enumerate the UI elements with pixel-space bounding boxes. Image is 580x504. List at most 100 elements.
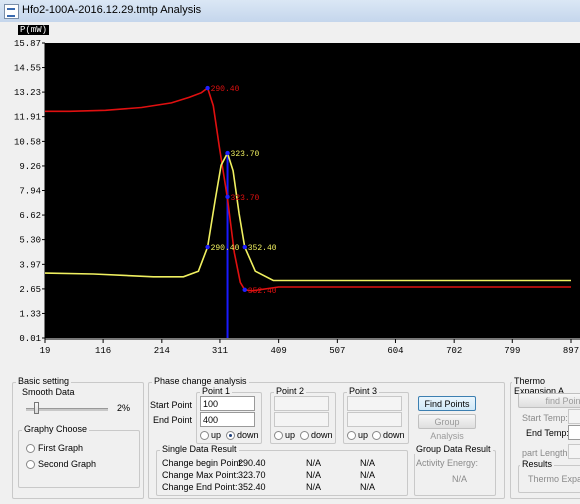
point2-down-radio[interactable]	[300, 431, 309, 440]
point1-title: Point 1	[200, 386, 233, 396]
result-point2-value: N/A	[306, 482, 322, 492]
point2-up-label: up	[285, 430, 296, 440]
marker-label: 290.40	[211, 85, 240, 94]
y-tick-label: 1.33	[19, 309, 41, 319]
point1-end-input[interactable]: 400	[200, 412, 255, 427]
group-analysis-button[interactable]: Group Analysis	[418, 414, 476, 441]
marker-point	[242, 244, 247, 250]
point2-end-input[interactable]	[274, 412, 329, 427]
y-tick-label: 0.01	[19, 334, 41, 344]
point3-down-radio[interactable]	[372, 431, 381, 440]
marker-point	[225, 194, 230, 200]
find-point-button[interactable]: find Point	[518, 393, 580, 408]
smooth-data-label: Smooth Data	[22, 387, 75, 397]
y-tick-label: 15.87	[14, 39, 41, 49]
group-result-title: Group Data Result	[414, 444, 493, 454]
marker-point	[242, 287, 247, 293]
phase-change-group	[148, 382, 505, 499]
result-point2-value: N/A	[306, 458, 322, 468]
graphy-choose-title: Graphy Choose	[22, 424, 90, 434]
x-tick-label: 19	[40, 346, 51, 356]
x-tick-label: 311	[212, 346, 228, 356]
x-tick-label: 897	[563, 346, 579, 356]
first-graph-label: First Graph	[38, 443, 84, 453]
second-graph-radio[interactable]	[26, 460, 35, 469]
thermo-results-title: Results	[520, 459, 555, 469]
point1-start-input[interactable]: 100	[200, 396, 255, 411]
y-tick-label: 3.97	[19, 260, 41, 270]
start-temp-label: Start Temp:	[522, 413, 568, 423]
point3-up-radio[interactable]	[347, 431, 356, 440]
smooth-slider-track[interactable]	[26, 408, 108, 411]
result-point1-value: 290.40	[238, 458, 266, 468]
y-tick-label: 10.58	[14, 137, 41, 147]
point3-start-input[interactable]	[347, 396, 402, 411]
result-point3-value: N/A	[360, 482, 376, 492]
start-point-label: Start Point	[150, 400, 193, 410]
result-row-label: Change begin Point:	[162, 458, 244, 468]
phase-change-title: Phase change analysis	[152, 376, 249, 386]
smooth-slider-thumb[interactable]	[34, 402, 40, 414]
basic-setting-title: Basic setting	[16, 376, 72, 386]
start-temp-input[interactable]	[568, 409, 580, 424]
first-graph-radio[interactable]	[26, 444, 35, 453]
x-tick-label: 799	[504, 346, 520, 356]
thermo-expansion-title: Thermo Expansion A	[512, 376, 580, 396]
point1-up-radio[interactable]	[200, 431, 209, 440]
y-tick-label: 9.26	[19, 162, 41, 172]
point3-down-label: down	[383, 430, 405, 440]
end-temp-input[interactable]	[568, 425, 580, 440]
activity-energy-value: N/A	[452, 474, 468, 484]
part-length-label: part Length	[522, 448, 568, 458]
smooth-value: 2%	[117, 403, 131, 413]
marker-label: 352.40	[248, 287, 277, 296]
marker-point	[205, 85, 210, 91]
x-tick-label: 702	[446, 346, 462, 356]
marker-label: 352.40	[248, 244, 277, 253]
window-title: Hfo2-100A-2016.12.29.tmtp Analysis	[22, 4, 202, 16]
point2-start-input[interactable]	[274, 396, 329, 411]
result-point3-value: N/A	[360, 458, 376, 468]
point3-title: Point 3	[347, 386, 380, 396]
plot-area	[45, 43, 580, 338]
point3-up-label: up	[358, 430, 369, 440]
point2-up-radio[interactable]	[274, 431, 283, 440]
part-length-input[interactable]	[568, 444, 580, 459]
marker-label: 290.40	[211, 244, 240, 253]
y-tick-label: 6.62	[19, 211, 41, 221]
marker-point	[225, 150, 230, 156]
series-line-2	[44, 151, 571, 282]
result-point3-value: N/A	[360, 470, 376, 480]
point3-end-input[interactable]	[347, 412, 402, 427]
point2-down-label: down	[311, 430, 333, 440]
x-tick-label: 507	[329, 346, 345, 356]
x-tick-label: 214	[154, 346, 170, 356]
marker-label: 323.70	[231, 150, 260, 159]
point2-title: Point 2	[274, 386, 307, 396]
y-tick-label: 11.91	[14, 113, 41, 123]
result-point2-value: N/A	[306, 470, 322, 480]
x-tick-label: 409	[271, 346, 287, 356]
y-tick-label: 2.65	[19, 285, 41, 295]
end-temp-label: End Temp:	[526, 428, 569, 438]
result-point1-value: 323.70	[238, 470, 266, 480]
power-chart: 15.87 14.55 13.23 11.91 10.58 9.26 7.94 6.62 5.3…	[14, 39, 580, 356]
thermo-expansion-result: Thermo Expansi	[528, 474, 580, 484]
point1-down-radio[interactable]	[226, 431, 235, 440]
activity-energy-label: Activity Energy:	[416, 458, 479, 468]
point1-up-label: up	[211, 430, 222, 440]
app-icon	[4, 4, 19, 19]
marker-point	[205, 244, 210, 250]
point1-down-label: down	[237, 430, 259, 440]
result-point1-value: 352.40	[238, 482, 266, 492]
group-result-group	[414, 450, 496, 496]
x-tick-label: 116	[95, 346, 111, 356]
y-tick-label: 13.23	[14, 88, 41, 98]
result-row-label: Change Max Point:	[162, 470, 239, 480]
result-row-label: Change End Point:	[162, 482, 238, 492]
y-tick-label: 14.55	[14, 64, 41, 74]
single-result-group	[156, 450, 408, 496]
find-points-button[interactable]: Find Points	[418, 396, 476, 411]
single-result-title: Single Data Result	[160, 444, 239, 454]
basic-setting-group	[12, 382, 144, 499]
